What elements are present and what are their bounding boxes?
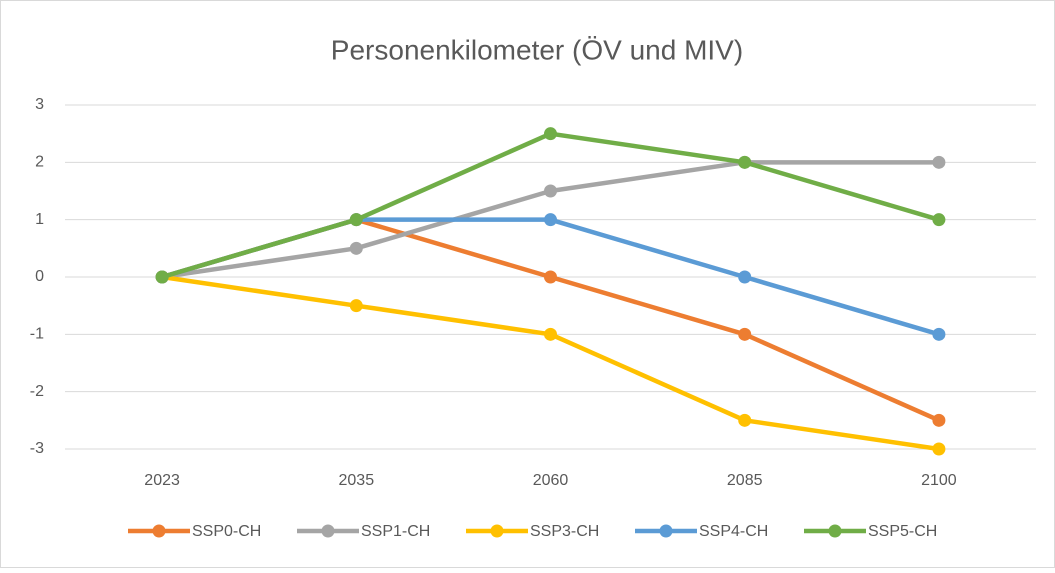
y-tick-label: -3 (30, 440, 44, 457)
data-point (349, 299, 363, 313)
y-tick-label: 3 (35, 96, 44, 113)
y-tick-label: -2 (30, 383, 44, 400)
legend-marker (321, 524, 335, 538)
y-tick-label: 2 (35, 154, 44, 171)
legend-marker (152, 524, 166, 538)
data-point (738, 155, 752, 169)
legend-label: SSP0-CH (192, 523, 261, 540)
legend-label: SSP3-CH (530, 523, 599, 540)
x-tick-label: 2023 (144, 472, 180, 489)
legend-label: SSP5-CH (868, 523, 937, 540)
data-point (932, 327, 946, 341)
data-point (544, 213, 557, 227)
data-point (738, 270, 752, 284)
data-point (349, 241, 363, 255)
data-point (349, 213, 363, 227)
y-tick-label: 0 (35, 268, 44, 285)
x-tick-label: 2035 (339, 472, 375, 489)
x-tick-label: 2100 (921, 472, 957, 489)
data-point (544, 127, 557, 141)
data-point (155, 270, 169, 284)
legend-marker (490, 524, 504, 538)
legend-label: SSP4-CH (699, 523, 768, 540)
data-point (932, 413, 946, 427)
y-tick-label: 1 (35, 211, 44, 228)
data-point (932, 442, 946, 456)
data-point (544, 270, 557, 284)
chart-title: Personenkilometer (ÖV und MIV) (331, 34, 743, 65)
x-tick-label: 2060 (533, 472, 569, 489)
data-point (932, 155, 946, 169)
data-point (544, 184, 557, 198)
x-tick-label: 2085 (727, 472, 763, 489)
data-point (738, 413, 752, 427)
data-point (544, 327, 557, 341)
y-tick-label: -1 (30, 326, 44, 343)
data-point (738, 327, 752, 341)
data-point (932, 213, 946, 227)
legend-label: SSP1-CH (361, 523, 430, 540)
legend-marker (659, 524, 673, 538)
legend-marker (828, 524, 842, 538)
